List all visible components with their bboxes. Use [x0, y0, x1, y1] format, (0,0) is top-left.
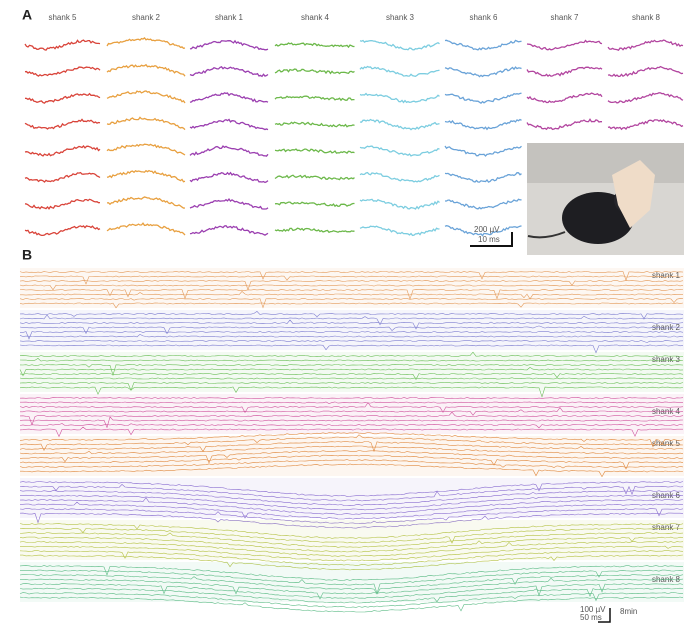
- band: [20, 310, 684, 350]
- trace: [107, 171, 185, 182]
- trace: [445, 40, 522, 50]
- trace: [360, 94, 440, 103]
- scale-bar-b: 100 µV 50 ms 8min: [580, 605, 637, 622]
- trace: [360, 67, 440, 77]
- trace: [25, 146, 100, 156]
- trace: [608, 120, 683, 129]
- trace: [190, 93, 268, 102]
- shank-label: shank 5: [48, 13, 77, 22]
- trace: [275, 202, 355, 206]
- trace: [275, 122, 355, 127]
- trace: [445, 146, 522, 156]
- trace: [275, 69, 355, 73]
- trace: [275, 96, 355, 100]
- trace: [275, 228, 355, 232]
- trace: [360, 173, 440, 182]
- scale-label: 10 ms: [478, 235, 500, 244]
- trace: [527, 67, 602, 76]
- trace: [107, 91, 185, 103]
- trace: [190, 120, 268, 130]
- scale-label: 8min: [620, 607, 637, 616]
- shank-label: shank 4: [301, 13, 330, 22]
- trace: [360, 120, 440, 130]
- panel-label: A: [22, 7, 32, 23]
- trace: [190, 226, 268, 235]
- traces-b: shank 1shank 2shank 3shank 4shank 5shank…: [20, 268, 684, 612]
- band: [20, 478, 684, 518]
- trace: [527, 41, 602, 50]
- shank-label: shank 1: [215, 13, 244, 22]
- trace: [107, 38, 185, 48]
- shank-label: shank 8: [632, 13, 661, 22]
- band: [20, 394, 684, 434]
- shank-label: shank 2: [132, 13, 161, 22]
- trace: [275, 43, 355, 47]
- trace: [190, 41, 268, 50]
- trace: [25, 173, 100, 182]
- trace: [445, 93, 522, 103]
- scale-label: 50 ms: [580, 613, 602, 622]
- shank-label: shank 3: [652, 355, 681, 364]
- shank-label: shank 3: [386, 13, 415, 22]
- trace: [445, 199, 522, 209]
- trace: [360, 41, 440, 50]
- trace: [107, 117, 185, 129]
- trace: [275, 149, 355, 153]
- trace: [25, 67, 100, 76]
- trace: [25, 226, 100, 236]
- shank-label: shank 6: [469, 13, 498, 22]
- trace: [608, 40, 683, 50]
- trace: [25, 199, 100, 209]
- trace: [25, 40, 100, 50]
- figure: A B shank 5shank 2shank 1shank 4shank 3s…: [0, 0, 684, 627]
- trace: [445, 173, 522, 182]
- trace: [608, 93, 683, 103]
- trace: [107, 65, 185, 77]
- shank-label: shank 1: [652, 271, 681, 280]
- trace: [107, 144, 185, 155]
- trace: [25, 119, 100, 128]
- trace: [527, 119, 602, 129]
- trace: [445, 67, 522, 77]
- trace: [190, 67, 268, 77]
- trace: [360, 226, 440, 235]
- band: [20, 352, 684, 392]
- trace: [527, 93, 602, 102]
- trace: [190, 199, 268, 209]
- band: [20, 562, 684, 602]
- trace: [360, 199, 440, 209]
- band: [20, 268, 684, 308]
- trace: [107, 223, 185, 235]
- scale-label: 200 µV: [474, 225, 500, 234]
- shank-label: shank 7: [550, 13, 579, 22]
- trace: [445, 120, 522, 130]
- trace: [190, 146, 268, 156]
- band: [20, 520, 684, 560]
- shank-label: shank 5: [652, 439, 681, 448]
- photo-wall: [527, 143, 684, 183]
- trace: [25, 94, 100, 103]
- trace: [275, 175, 355, 179]
- photo: [527, 143, 684, 255]
- panel-label: B: [22, 247, 32, 263]
- trace: [107, 197, 185, 208]
- trace: [190, 173, 268, 183]
- trace: [608, 67, 683, 77]
- trace: [360, 146, 440, 156]
